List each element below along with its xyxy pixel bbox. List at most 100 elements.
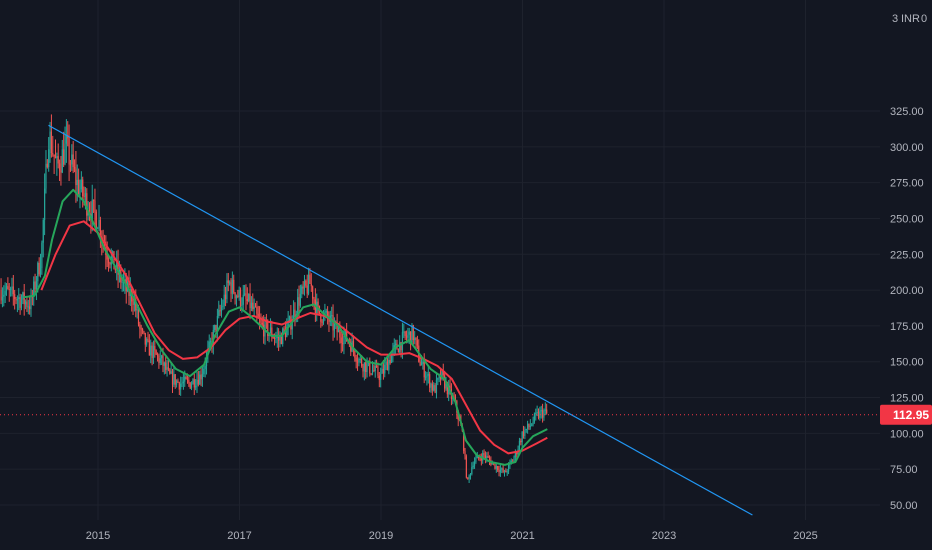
candle-body [41,242,43,269]
candle-body [430,383,432,388]
candle-body [505,470,507,473]
candle-body [218,310,220,316]
candle-body [203,369,205,375]
candle-body [146,339,148,345]
candle-body [147,339,149,341]
candle-body [39,268,42,275]
candle-body [48,149,50,168]
candle-body [227,280,229,283]
y-tick-label: 50.00 [890,500,918,512]
candle-body [68,138,70,165]
candle-body [169,369,171,374]
candle-body [210,341,212,343]
candle-body [56,156,58,159]
candle-body [419,361,421,366]
candle-body [154,346,156,351]
last-price-label: 112.95 [893,408,929,422]
candle-body [359,358,361,360]
candle-body [502,468,504,473]
candle-body [475,458,477,463]
candle-body [385,361,387,365]
candle-body [291,321,293,330]
candle-body [64,143,66,165]
y-tick-label: 125.00 [890,393,924,405]
trendline[interactable] [48,124,753,516]
candle-body [237,295,239,297]
candle-body [60,170,62,173]
candle-body [544,409,546,411]
candle-body [363,362,365,372]
candle-body [52,153,54,155]
candle-body [415,337,417,341]
candle-body [312,286,314,299]
candle-body [298,297,300,306]
candle-body [488,457,491,461]
candle-body [540,410,542,412]
candle-body [377,366,379,376]
x-tick-label: 2019 [369,530,393,542]
candle-body [399,342,401,353]
candle-body [150,345,152,356]
candle-body [393,345,395,349]
candle-body [264,320,266,337]
trendline-layer[interactable] [48,124,753,516]
candle-body [320,313,322,322]
candle-body [82,179,84,197]
candle-body [269,327,272,333]
candle-body [238,289,240,297]
candle-body [99,219,101,238]
candle-body [257,313,259,318]
candle-body [253,306,255,310]
candle-body [156,354,159,356]
candle-body [163,362,165,366]
candle-body [441,371,443,380]
candle-body [204,365,206,370]
candle-body [271,327,273,337]
candle-body [361,358,363,366]
moving-averages [23,188,548,466]
moving-average-slow [40,220,548,455]
candle-body [231,279,233,294]
candle-body [278,336,280,341]
candle-body [514,452,516,458]
candle-body [499,469,502,473]
price-axis[interactable]: 50.00 75.00 100.00 125.00 150.00 175.00 200.00… [880,106,932,512]
candle-body [143,330,145,333]
candle-body [75,168,77,186]
candle-body [469,474,472,476]
candle-body [61,149,63,173]
candle-body [390,354,393,363]
candle-body [525,428,527,430]
candle-body [317,301,319,306]
candle-body [510,460,512,463]
candle-body [182,381,184,384]
candle-body [373,370,375,372]
candle-body [0,290,2,301]
candle-body [42,220,44,243]
candle-body [193,379,195,388]
candle-body [539,411,541,418]
candle-body [321,321,323,323]
candle-body [403,331,405,333]
candle-body [44,188,46,221]
x-tick-label: 2025 [793,530,817,542]
candle-body [24,301,27,305]
candle-body [375,366,378,368]
candle-body [117,261,119,275]
time-axis[interactable]: 2015 2017 2019 2021 2023 2025 [86,530,818,542]
candle-body [180,383,182,390]
y-tick-label: 225.00 [890,249,924,261]
candle-body [252,302,254,310]
candle-body [214,325,216,330]
candle-body [38,262,40,275]
currency-corner-left: 3 [892,13,898,25]
candle-body [414,337,416,341]
candle-body [87,213,89,216]
candle-body [420,363,423,366]
candle-body [244,293,246,295]
candle-body [35,281,38,290]
candle-body [276,336,278,338]
candle-body [297,297,299,315]
grid-lines [0,0,880,520]
